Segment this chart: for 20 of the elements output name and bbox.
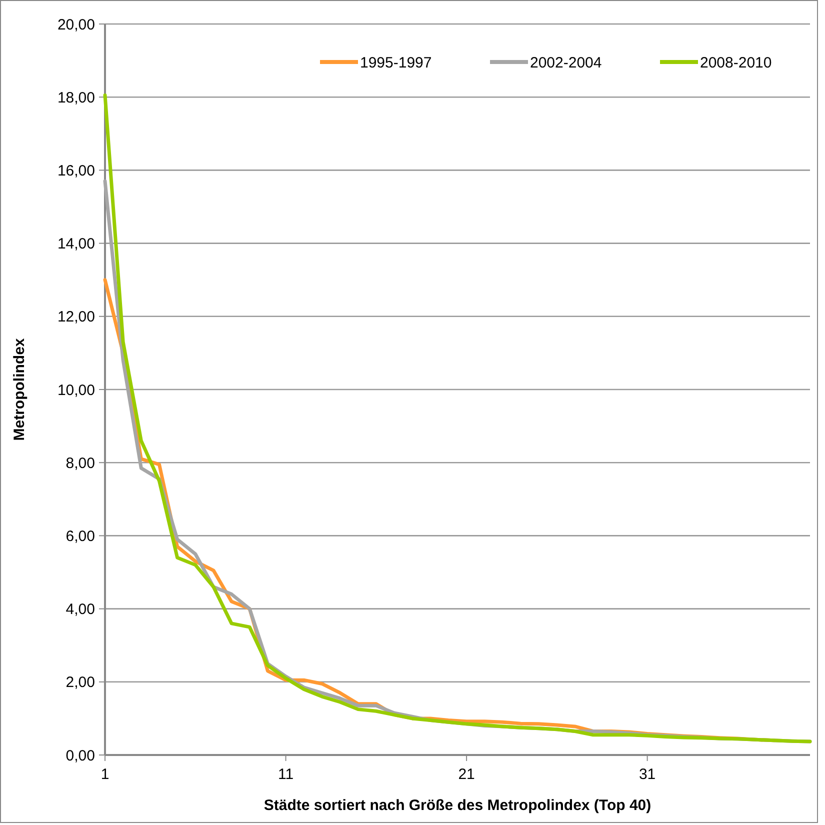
y-tick-label: 14,00: [57, 236, 95, 253]
y-tick-label: 4,00: [66, 601, 95, 618]
y-tick-label: 0,00: [66, 747, 95, 764]
y-tick-label: 12,00: [57, 308, 95, 326]
y-tick-label: 8,00: [66, 454, 95, 472]
y-tick-label: 10,00: [57, 382, 95, 399]
x-tick-label: 21: [458, 766, 475, 783]
y-tick-label: 6,00: [66, 528, 95, 545]
legend-label: 1995-1997: [360, 54, 432, 72]
legend-label: 2002-2004: [530, 54, 602, 72]
y-axis-title: Metropolindex: [11, 338, 28, 441]
x-tick-label: 1: [100, 766, 110, 783]
y-tick-label: 16,00: [57, 162, 95, 180]
x-tick-label: 11: [278, 766, 294, 783]
y-tick-label: 18,00: [57, 89, 95, 106]
y-tick-label: 2,00: [66, 674, 95, 692]
x-tick-label: 31: [638, 766, 656, 783]
x-axis-title: Städte sortiert nach Größe des Metropolindex (Top 40): [264, 797, 652, 814]
y-tick-label: 20,00: [57, 16, 95, 34]
legend-label: 2008-2010: [700, 54, 772, 72]
